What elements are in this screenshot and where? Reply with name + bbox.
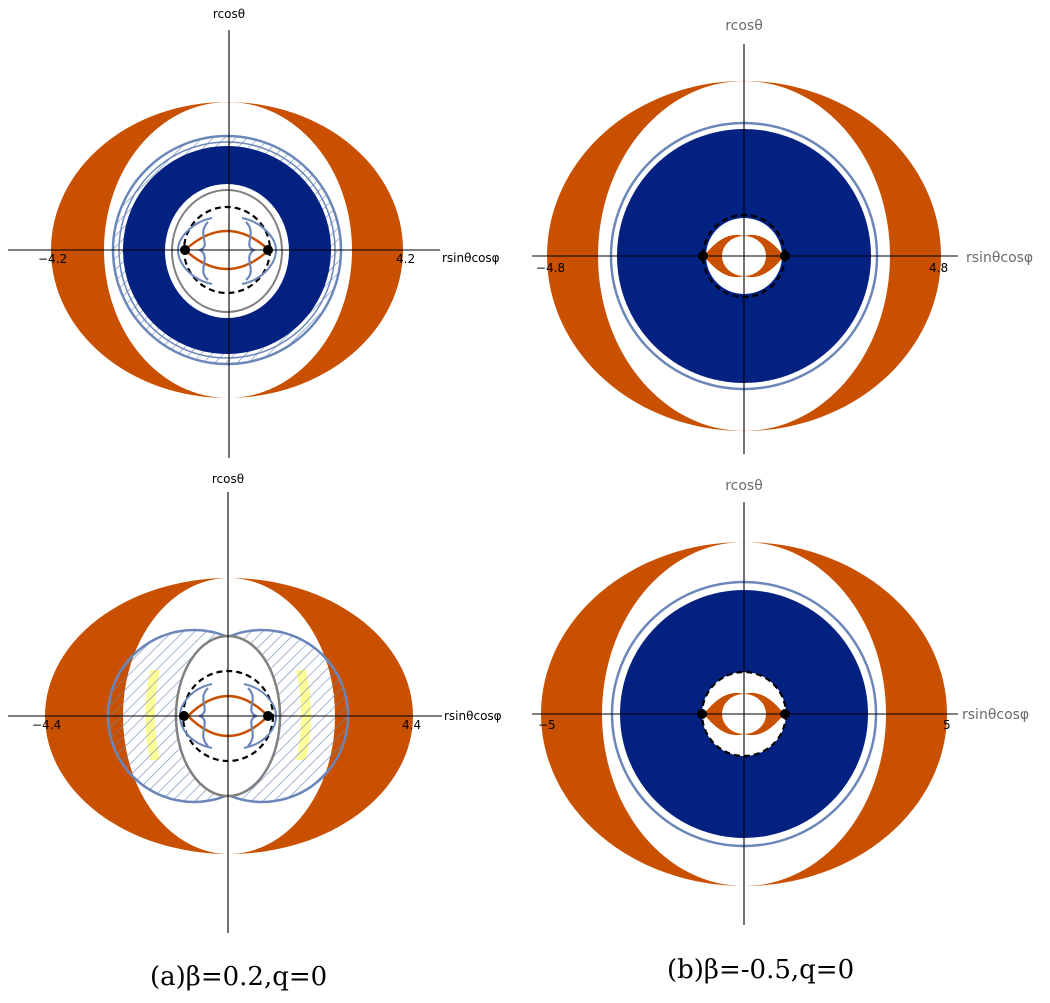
x-tick-negative: −4.8 — [536, 261, 565, 275]
photon-point-right — [263, 711, 273, 721]
caption-a: (a)β=0.2,q=0 — [150, 962, 328, 992]
photon-point-right — [780, 709, 790, 719]
x-tick-negative: −4.2 — [38, 252, 67, 266]
photon-point-right — [780, 251, 790, 261]
gray-inner-ellipse — [171, 189, 283, 313]
x-tick-positive: 4.4 — [402, 718, 421, 732]
photon-point-left — [179, 711, 189, 721]
x-tick-negative: −4.4 — [32, 718, 61, 732]
caption-b: (b)β=-0.5,q=0 — [667, 955, 855, 985]
orange-crescent-region — [45, 578, 413, 854]
inner-white-hole — [165, 184, 289, 318]
y-axis-label: rcosθ — [212, 472, 244, 486]
y-axis-label: rcosθ — [725, 478, 763, 494]
photon-point-left — [697, 709, 707, 719]
photon-point-left — [698, 251, 708, 261]
x-axis-label: rsinθcosφ — [966, 250, 1033, 266]
x-tick-positive: 4.2 — [396, 252, 415, 266]
x-tick-negative: −5 — [538, 718, 556, 732]
x-axis-label: rsinθcosφ — [962, 707, 1029, 723]
x-tick-positive: 4.8 — [929, 261, 948, 275]
y-axis-label: rcosθ — [725, 18, 763, 34]
panel-a-bottom: rcosθ rsinθcosφ −4.4 4.4 — [8, 472, 502, 933]
x-tick-positive: 5 — [943, 718, 951, 732]
panel-b-bottom: rcosθ rsinθcosφ −5 5 — [532, 478, 1029, 925]
y-axis-label: rcosθ — [213, 7, 245, 21]
x-axis-label: rsinθcosφ — [444, 709, 502, 723]
panel-b-top: rcosθ rsinθcosφ −4.8 4.8 — [532, 18, 1033, 454]
x-axis-label: rsinθcosφ — [442, 251, 500, 265]
photon-point-left — [180, 245, 190, 255]
photon-point-right — [263, 245, 273, 255]
panel-a-top: rcosθ rsinθcosφ −4.2 4.2 — [8, 7, 500, 458]
